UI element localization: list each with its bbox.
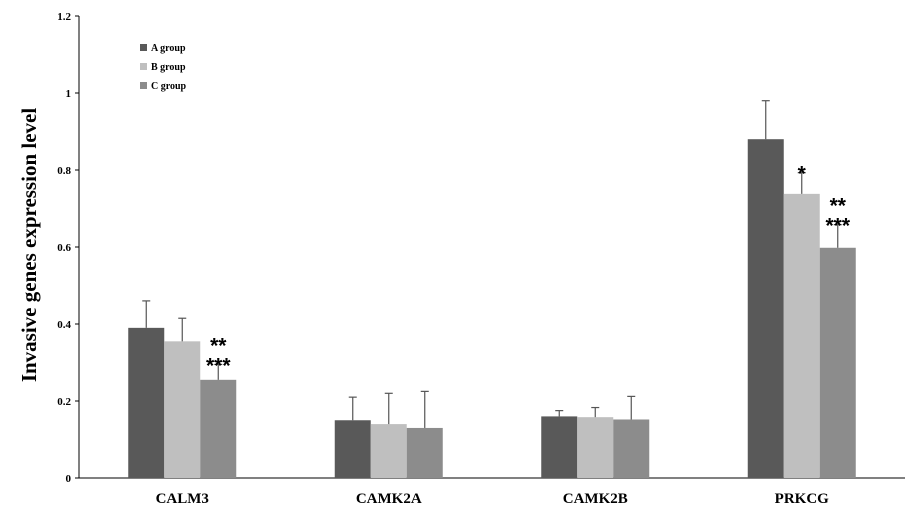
y-tick-label: 0.4 xyxy=(57,319,71,331)
bar-calm3-series-3 xyxy=(200,379,237,478)
bar-calm3-series-1 xyxy=(128,327,165,478)
bars xyxy=(128,139,856,478)
bar-camk2a-series-1 xyxy=(334,420,371,478)
y-tick-label: 1.2 xyxy=(57,11,71,23)
legend-swatch xyxy=(140,44,147,51)
bar-camk2b-series-3 xyxy=(613,419,650,478)
category-label: CALM3 xyxy=(156,491,209,507)
bar-camk2b-series-1 xyxy=(541,416,578,478)
y-tick-label: 0.6 xyxy=(57,242,71,254)
bar-camk2b-series-2 xyxy=(577,417,614,478)
legend-label: A group xyxy=(151,43,186,54)
significance-mark: ** xyxy=(830,195,847,218)
category-label: CAMK2A xyxy=(356,491,422,507)
bar-prkcg-series-3 xyxy=(819,247,856,478)
legend-swatch xyxy=(140,63,147,70)
bar-camk2a-series-2 xyxy=(370,424,407,478)
bar-calm3-series-2 xyxy=(164,341,201,478)
y-ticks: 0 0.2 0.4 0.6 0.8 1 1.2 xyxy=(57,11,79,485)
y-tick-label: 0.2 xyxy=(57,396,71,408)
bar-prkcg-series-2 xyxy=(783,193,820,478)
category-label: CAMK2B xyxy=(563,491,628,507)
bar-prkcg-series-1 xyxy=(747,139,784,478)
bar-camk2a-series-3 xyxy=(406,427,443,478)
significance-marks: *********** xyxy=(206,163,851,378)
legend-swatch xyxy=(140,82,147,89)
significance-mark: * xyxy=(798,163,807,186)
y-tick-label: 1 xyxy=(66,88,72,100)
y-axis-label: Invasive genes expression level xyxy=(17,108,41,383)
significance-mark: ** xyxy=(210,334,227,357)
category-labels: CALM3 CAMK2A CAMK2B PRKCG xyxy=(156,491,830,507)
significance-mark: *** xyxy=(825,215,850,238)
category-label: PRKCG xyxy=(775,491,829,507)
legend: A group B group C group xyxy=(140,43,187,92)
legend-label: B group xyxy=(151,62,186,73)
legend-label: C group xyxy=(151,81,187,92)
significance-mark: *** xyxy=(206,354,231,377)
y-tick-label: 0.8 xyxy=(57,165,71,177)
error-bars xyxy=(142,100,842,428)
y-tick-label: 0 xyxy=(66,473,72,485)
